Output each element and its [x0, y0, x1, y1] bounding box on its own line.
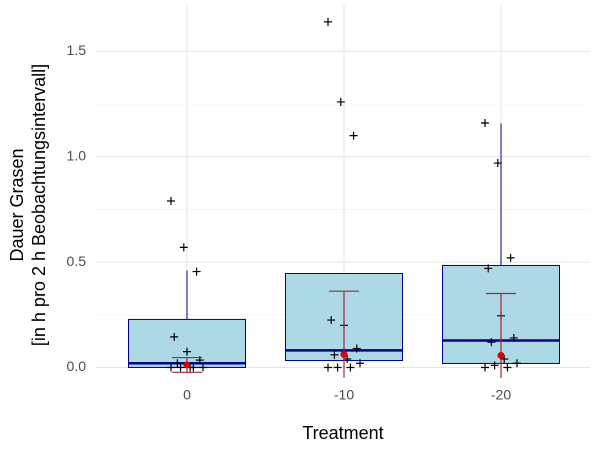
- data-point: [333, 363, 342, 372]
- data-point: [167, 363, 175, 372]
- mean-point: [183, 361, 191, 369]
- data-point: [330, 350, 339, 359]
- data-point: [327, 316, 336, 325]
- data-point: [346, 363, 355, 372]
- y-axis-title: [in h pro 2 h Beobachtungsintervall]: [29, 64, 49, 346]
- data-point: [513, 359, 521, 368]
- data-point: [324, 17, 332, 26]
- plot-panel: [95, 5, 590, 378]
- data-point: [179, 243, 188, 252]
- data-point: [349, 131, 358, 140]
- mean-point: [497, 351, 505, 359]
- data-point: [487, 338, 496, 347]
- data-point: [183, 347, 191, 356]
- y-tick-label: 0.0: [67, 358, 87, 374]
- data-point: [189, 363, 198, 372]
- x-axis-title: Treatment: [302, 423, 383, 443]
- data-point: [481, 119, 489, 128]
- data-point: [484, 264, 493, 273]
- data-point: [173, 359, 182, 368]
- mean-point: [340, 350, 348, 358]
- x-tick-label: -20: [491, 387, 511, 403]
- data-point: [509, 333, 518, 342]
- y-tick-label: 0.5: [67, 253, 87, 269]
- data-point: [176, 363, 185, 372]
- data-point: [192, 267, 201, 276]
- y-axis-title: Dauer Grasen: [7, 148, 27, 261]
- data-point: [356, 359, 364, 368]
- data-point: [167, 196, 175, 205]
- data-point: [493, 159, 502, 168]
- data-point: [503, 363, 512, 372]
- y-tick-label: 1.0: [67, 147, 87, 163]
- y-tick-label: 1.5: [67, 42, 87, 58]
- data-point: [324, 363, 332, 372]
- data-point: [336, 97, 345, 106]
- data-point: [490, 361, 499, 370]
- data-point: [481, 363, 489, 372]
- x-tick-label: -10: [334, 387, 354, 403]
- data-point: [170, 332, 179, 341]
- x-tick-label: 0: [183, 387, 191, 403]
- data-point: [199, 363, 207, 372]
- data-point: [352, 344, 361, 353]
- data-point: [506, 253, 515, 262]
